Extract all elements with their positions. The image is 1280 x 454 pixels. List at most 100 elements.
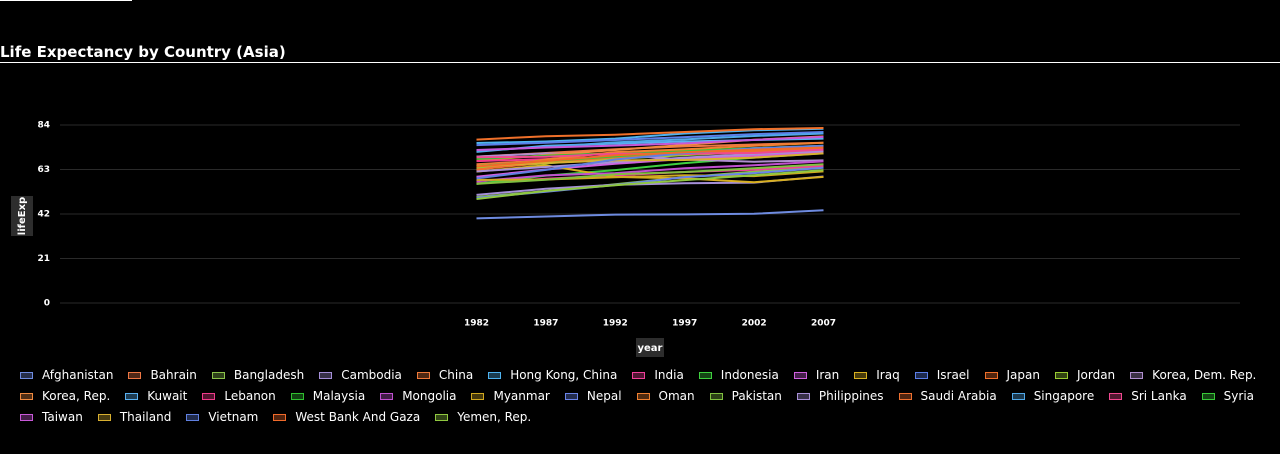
legend-label: Nepal [586, 389, 622, 403]
legend-swatch [20, 372, 33, 379]
title-rule [0, 62, 1280, 63]
series-lines [476, 127, 824, 220]
legend-item[interactable]: Malaysia [290, 386, 365, 407]
legend-label: Kuwait [147, 389, 188, 403]
legend-label: Japan [1006, 368, 1040, 382]
legend-swatch [488, 372, 502, 379]
series-line-0[interactable] [476, 209, 824, 220]
legend-label: Iran [815, 368, 840, 382]
legend-item[interactable]: Myanmar [471, 386, 550, 407]
legend-swatch [416, 372, 430, 379]
series-line-18[interactable] [476, 160, 824, 183]
legend-item[interactable]: Afghanistan [20, 365, 113, 386]
legend-label: Mongolia [402, 389, 457, 403]
legend-item[interactable]: Mongolia [380, 386, 456, 407]
legend-swatch [202, 393, 216, 400]
series-line-10[interactable] [476, 131, 824, 147]
legend-swatch [1109, 393, 1123, 400]
legend-label: Oman [658, 389, 695, 403]
legend-item[interactable]: China [416, 365, 474, 386]
legend-label: Pakistan [731, 389, 782, 403]
series-line-32[interactable] [476, 169, 824, 200]
legend-item[interactable]: Korea, Rep. [20, 386, 110, 407]
legend-swatch [128, 372, 142, 379]
x-tick-label: 1987 [533, 319, 558, 329]
legend-item[interactable]: Philippines [796, 386, 884, 407]
x-tick-label: 1982 [464, 319, 489, 329]
legend-swatch [380, 393, 394, 400]
legend-swatch [709, 393, 723, 400]
legend-label: Philippines [818, 389, 884, 403]
chart-title: Life Expectancy by Country (Asia) [0, 43, 286, 61]
legend-item[interactable]: Pakistan [709, 386, 782, 407]
legend-label: Bahrain [150, 368, 197, 382]
series-line-29[interactable] [476, 152, 824, 168]
legend-item[interactable]: India [632, 365, 684, 386]
legend-item[interactable]: Yemen, Rep. [435, 407, 531, 428]
legend-label: Korea, Dem. Rep. [1152, 368, 1257, 382]
series-line-31[interactable] [476, 146, 824, 168]
legend-swatch [97, 414, 111, 421]
legend-swatch [186, 414, 200, 421]
series-line-22[interactable] [476, 163, 824, 185]
legend-item[interactable]: Korea, Dem. Rep. [1130, 365, 1256, 386]
legend-label: Taiwan [42, 410, 83, 424]
legend-item[interactable]: Lebanon [202, 386, 276, 407]
y-axis-ticks: 0 21 42 63 84 [37, 121, 50, 309]
legend-item[interactable]: Indonesia [698, 365, 779, 386]
y-tick-label: 0 [44, 299, 50, 309]
series-line-9[interactable] [476, 164, 824, 184]
series-line-11[interactable] [476, 127, 824, 141]
y-axis-label: lifeExp [17, 197, 28, 235]
legend-item[interactable]: Cambodia [319, 365, 402, 386]
legend-item[interactable]: Hong Kong, China [488, 365, 617, 386]
legend-item[interactable]: Syria [1201, 386, 1255, 407]
legend-swatch [632, 372, 646, 379]
legend-item[interactable]: West Bank And Gaza [273, 407, 420, 428]
legend-label: Syria [1223, 389, 1255, 403]
x-tick-label: 1997 [672, 319, 697, 329]
legend-swatch [698, 372, 712, 379]
legend-label: Cambodia [341, 368, 402, 382]
legend-item[interactable]: Nepal [564, 386, 622, 407]
legend-swatch [854, 372, 868, 379]
y-tick-label: 21 [37, 254, 50, 264]
legend-item[interactable]: Taiwan [20, 407, 83, 428]
legend-swatch [796, 393, 810, 400]
legend-label: Israel [936, 368, 970, 382]
legend-item[interactable]: Iraq [854, 365, 900, 386]
legend-item[interactable]: Kuwait [125, 386, 187, 407]
legend-label: Yemen, Rep. [457, 410, 532, 424]
legend-swatch [290, 393, 304, 400]
legend-label: Thailand [119, 410, 172, 424]
legend-item[interactable]: Singapore [1011, 386, 1095, 407]
legend-item[interactable]: Bahrain [128, 365, 197, 386]
legend-swatch [125, 393, 139, 400]
legend-item[interactable]: Saudi Arabia [898, 386, 997, 407]
legend-item[interactable]: Israel [914, 365, 970, 386]
series-line-30[interactable] [476, 144, 824, 180]
series-line-28[interactable] [476, 135, 824, 151]
legend-item[interactable]: Vietnam [186, 407, 258, 428]
legend-label: China [438, 368, 474, 382]
series-line-5[interactable] [476, 127, 824, 144]
legend-label: West Bank And Gaza [295, 410, 421, 424]
legend-label: Singapore [1033, 389, 1095, 403]
x-tick-label: 2002 [742, 319, 767, 329]
legend-item[interactable]: Sri Lanka [1109, 386, 1187, 407]
legend-item[interactable]: Japan [984, 365, 1040, 386]
y-tick-label: 84 [37, 121, 50, 131]
legend-item[interactable]: Iran [793, 365, 840, 386]
y-tick-label: 42 [37, 210, 50, 220]
legend-label: Iraq [876, 368, 900, 382]
legend-swatch [1201, 393, 1215, 400]
legend-label: Vietnam [208, 410, 259, 424]
legend-swatch [1011, 393, 1025, 400]
legend-item[interactable]: Thailand [97, 407, 172, 428]
legend-item[interactable]: Bangladesh [211, 365, 304, 386]
top-rule [0, 0, 132, 1]
legend-item[interactable]: Jordan [1054, 365, 1115, 386]
legend-swatch [898, 393, 912, 400]
legend-item[interactable]: Oman [636, 386, 695, 407]
legend-swatch [636, 393, 650, 400]
